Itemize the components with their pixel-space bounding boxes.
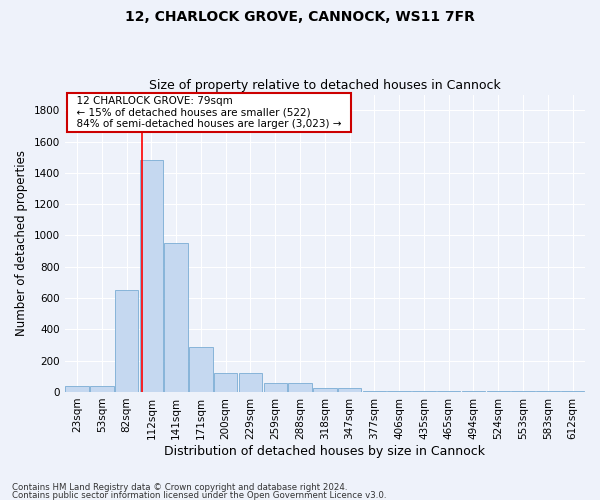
Title: Size of property relative to detached houses in Cannock: Size of property relative to detached ho…: [149, 79, 501, 92]
Bar: [164, 244, 188, 392]
Bar: [115, 290, 139, 392]
Bar: [65, 386, 89, 392]
Bar: [388, 390, 411, 392]
Bar: [338, 388, 361, 392]
Bar: [362, 390, 386, 392]
Bar: [288, 382, 312, 392]
Text: 12 CHARLOCK GROVE: 79sqm  
  ← 15% of detached houses are smaller (522)  
  84% : 12 CHARLOCK GROVE: 79sqm ← 15% of detach…: [70, 96, 348, 129]
Bar: [239, 373, 262, 392]
Bar: [90, 386, 113, 392]
Text: 12, CHARLOCK GROVE, CANNOCK, WS11 7FR: 12, CHARLOCK GROVE, CANNOCK, WS11 7FR: [125, 10, 475, 24]
Y-axis label: Number of detached properties: Number of detached properties: [15, 150, 28, 336]
Bar: [263, 382, 287, 392]
Bar: [140, 160, 163, 392]
Bar: [412, 391, 436, 392]
Bar: [214, 373, 238, 392]
Text: Contains HM Land Registry data © Crown copyright and database right 2024.: Contains HM Land Registry data © Crown c…: [12, 484, 347, 492]
Text: Contains public sector information licensed under the Open Government Licence v3: Contains public sector information licen…: [12, 490, 386, 500]
Bar: [437, 391, 460, 392]
Bar: [189, 346, 213, 392]
Bar: [313, 388, 337, 392]
X-axis label: Distribution of detached houses by size in Cannock: Distribution of detached houses by size …: [164, 444, 485, 458]
